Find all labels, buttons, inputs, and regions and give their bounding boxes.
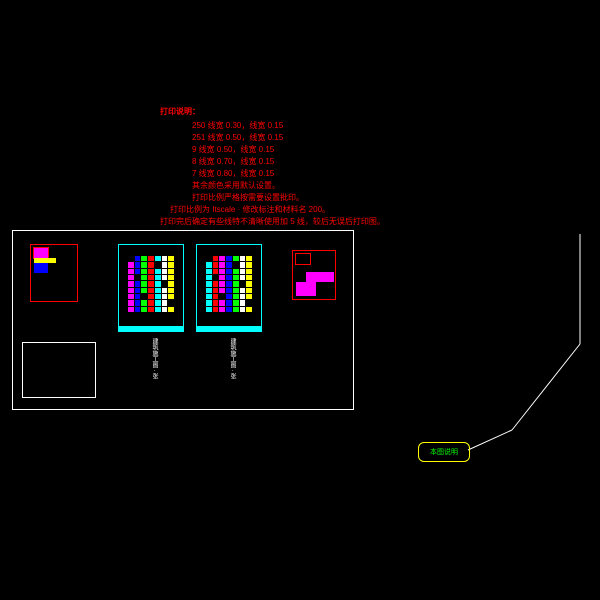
canvas: 打印说明： 250 线宽 0.30，线宽 0.15 251 线宽 0.50，线宽… (0, 0, 600, 600)
callout-text: 本图说明 (430, 447, 458, 457)
callout-box: 本图说明 (418, 442, 470, 462)
leader-lines (0, 0, 600, 600)
